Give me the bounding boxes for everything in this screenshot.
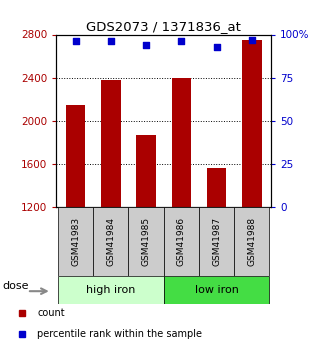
Text: GSM41988: GSM41988 (247, 217, 256, 266)
Text: dose: dose (3, 282, 29, 292)
Bar (164, 276, 270, 304)
Bar (199, 207, 234, 276)
Point (143, 42, 149, 48)
Text: high iron: high iron (86, 285, 135, 295)
Bar (58, 276, 164, 304)
Bar (164, 207, 199, 276)
Bar (136, 135, 156, 207)
Bar (207, 168, 226, 207)
Title: GDS2073 / 1371836_at: GDS2073 / 1371836_at (86, 20, 241, 33)
Text: GSM41983: GSM41983 (71, 217, 80, 266)
Bar (58, 207, 93, 276)
Point (108, 39, 113, 44)
Text: GSM41987: GSM41987 (212, 217, 221, 266)
Bar (66, 105, 85, 207)
Point (179, 39, 184, 44)
Text: low iron: low iron (195, 285, 239, 295)
Bar (128, 207, 164, 276)
Text: percentile rank within the sample: percentile rank within the sample (37, 329, 202, 339)
Point (73, 39, 78, 44)
Text: GSM41985: GSM41985 (142, 217, 151, 266)
Bar (101, 80, 120, 207)
Text: GSM41984: GSM41984 (106, 217, 115, 266)
Point (249, 37, 255, 42)
Point (214, 44, 219, 49)
Bar (93, 207, 128, 276)
Text: count: count (37, 308, 65, 318)
Text: GSM41986: GSM41986 (177, 217, 186, 266)
Bar (242, 40, 262, 207)
Bar (172, 78, 191, 207)
Bar (234, 207, 270, 276)
